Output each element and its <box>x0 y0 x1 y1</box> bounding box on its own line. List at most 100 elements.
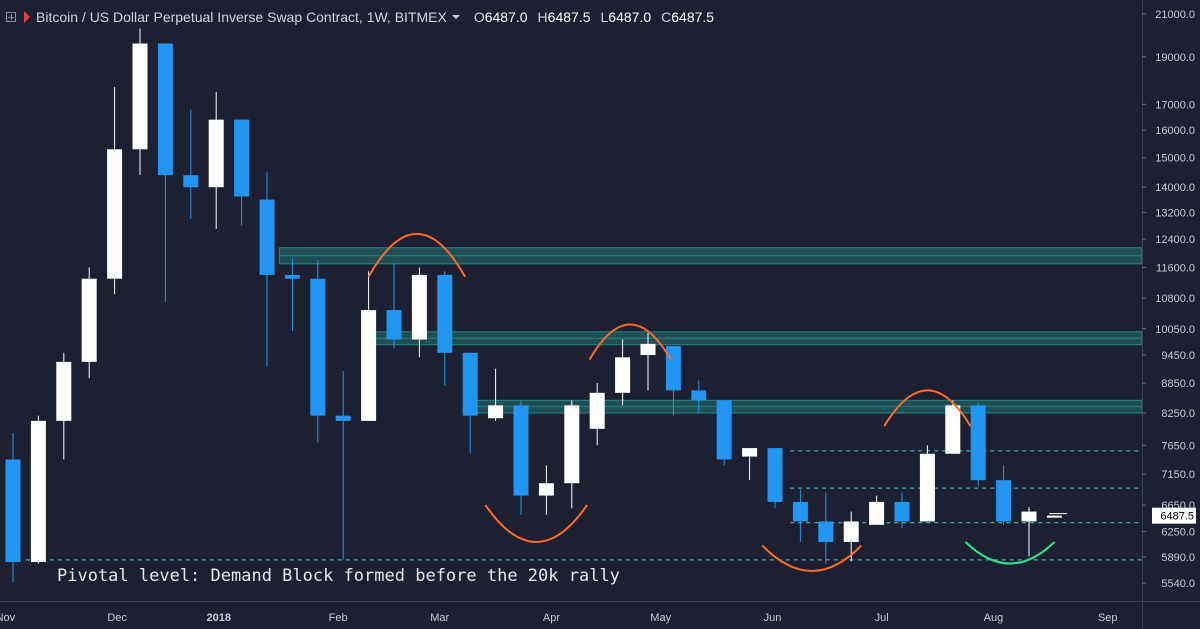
y-tick-label: 6250.0 <box>1161 527 1195 539</box>
pivotal-level-annotation: Pivotal level: Demand Block formed befor… <box>57 566 620 586</box>
y-tick-label: 10050.0 <box>1155 324 1195 336</box>
candle-body <box>640 343 656 356</box>
candle-body <box>1046 515 1062 518</box>
settings-toggle-icon[interactable] <box>6 12 16 22</box>
candle-body <box>437 274 453 353</box>
candle-body <box>538 483 554 496</box>
y-tick-label: 9450.0 <box>1161 350 1195 362</box>
y-tick-label: 19000.0 <box>1155 52 1195 64</box>
x-tick-label: Sep <box>1098 612 1118 624</box>
candle <box>869 495 885 525</box>
candle <box>970 402 986 487</box>
candle-body <box>208 119 224 188</box>
x-tick-label: Nov <box>0 612 16 624</box>
candle-body <box>945 405 961 454</box>
candle-body <box>107 149 123 279</box>
top-arc-2 <box>588 323 672 361</box>
y-tick-label: 7150.0 <box>1161 469 1195 481</box>
candle <box>615 339 631 406</box>
candle-body <box>411 274 427 340</box>
candle <box>437 271 453 386</box>
open-key: O <box>473 9 485 25</box>
top-arc-1 <box>367 233 466 278</box>
candle <box>208 91 224 229</box>
candle-body <box>665 346 681 391</box>
x-tick-label: Jul <box>875 612 889 624</box>
candle <box>691 380 707 414</box>
candle-body <box>767 448 783 502</box>
candle-body <box>869 501 885 525</box>
candle <box>742 448 758 481</box>
supply-zones <box>278 247 1143 414</box>
candle <box>157 43 173 302</box>
candle <box>361 271 377 421</box>
candle <box>945 400 961 454</box>
arc-drawings <box>367 233 1056 572</box>
candle-body <box>132 43 148 150</box>
candle <box>335 371 351 560</box>
candle-body <box>361 310 377 421</box>
candle-body <box>335 415 351 421</box>
candle-body <box>513 405 529 496</box>
top-arc-3 <box>883 389 972 427</box>
candle <box>767 448 783 509</box>
candle-body <box>310 278 326 416</box>
candle-body <box>234 119 250 197</box>
candle <box>564 400 580 509</box>
candle <box>1021 507 1037 557</box>
low-value: 6487.0 <box>608 9 652 25</box>
x-tick-label: Feb <box>329 612 348 624</box>
x-tick-label: May <box>650 612 671 624</box>
candle <box>792 489 808 542</box>
x-tick-label: Dec <box>107 612 127 624</box>
candle-body <box>157 43 173 176</box>
candle <box>310 260 326 443</box>
candle <box>1046 515 1062 518</box>
candle <box>996 465 1012 525</box>
candle-body <box>843 521 859 542</box>
y-tick-label: 8250.0 <box>1161 408 1195 420</box>
candle <box>462 352 478 454</box>
caret-down-icon[interactable] <box>451 15 460 19</box>
candle-body <box>792 501 808 522</box>
y-tick-label: 21000.0 <box>1155 9 1195 21</box>
y-tick-label: 11600.0 <box>1156 263 1195 275</box>
candle-body <box>564 405 580 484</box>
candle <box>386 263 402 349</box>
x-tick-label: Apr <box>543 612 560 624</box>
candle <box>538 465 554 515</box>
candle-body <box>919 453 935 522</box>
symbol-title[interactable]: Bitcoin / US Dollar Perpetual Inverse Sw… <box>36 9 447 25</box>
candle-body <box>462 352 478 416</box>
chart-legend: Bitcoin / US Dollar Perpetual Inverse Sw… <box>6 8 722 26</box>
y-tick-label: 7650.0 <box>1161 440 1195 452</box>
flag-icon <box>24 11 30 23</box>
candle <box>488 368 504 421</box>
candle-body <box>691 390 707 401</box>
candle-body <box>259 199 275 275</box>
bottom-arc-2 <box>761 544 863 572</box>
candle <box>259 172 275 367</box>
y-tick-label: 5890.0 <box>1161 552 1195 564</box>
candle-body <box>742 448 758 457</box>
candle <box>513 400 529 515</box>
low-key: L <box>600 9 609 25</box>
candle-body <box>818 521 834 542</box>
candle-body <box>615 357 631 393</box>
candle-body <box>488 405 504 419</box>
y-tick-label: 12400.0 <box>1155 234 1195 246</box>
candle-body <box>589 392 605 429</box>
close-key: C <box>661 9 672 25</box>
candle <box>818 492 834 564</box>
candle-body <box>894 501 910 522</box>
candle-body <box>81 278 97 362</box>
bottom-arc-green <box>964 541 1056 565</box>
candle <box>894 492 910 529</box>
candle-body <box>5 459 21 563</box>
y-tick-label: 10800.0 <box>1155 293 1195 305</box>
candle <box>589 383 605 446</box>
x-tick-label: Jun <box>764 612 782 624</box>
